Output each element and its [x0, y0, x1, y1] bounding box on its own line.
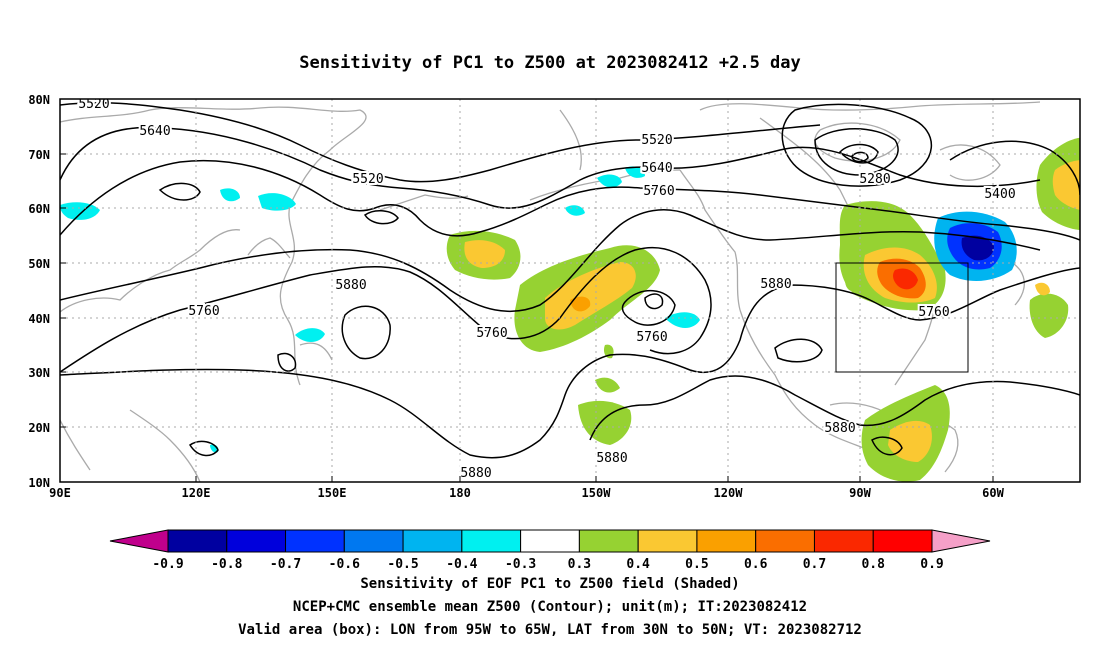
- colorbar-right-arrow: [931, 529, 991, 553]
- coastlines: [60, 101, 1041, 482]
- contour-label: 5520: [641, 133, 672, 148]
- valid-area-box: [835, 262, 969, 373]
- lon-label: 120E: [182, 486, 211, 500]
- contour-label: 5640: [641, 161, 672, 176]
- colorbar-swatch: [520, 529, 580, 553]
- colorbar-label: -0.9: [152, 557, 183, 572]
- colorbar-label: -0.3: [505, 557, 536, 572]
- lon-label: 90E: [49, 486, 71, 500]
- lon-label: 180: [449, 486, 471, 500]
- contour-label: 5760: [643, 184, 674, 199]
- lat-label: 20N: [28, 421, 50, 435]
- colorbar-label: -0.6: [329, 557, 360, 572]
- lon-label: 60W: [982, 486, 1004, 500]
- colorbar-label: -0.5: [387, 557, 418, 572]
- contour-label: 5520: [78, 97, 109, 112]
- colorbar-swatch: [578, 529, 639, 553]
- lon-label: 120W: [714, 486, 744, 500]
- contour-labels: 5520 5640 5520 5520 5640 5760 5280 5400 …: [76, 97, 1017, 482]
- contour-label: 5760: [476, 326, 507, 341]
- lat-label: 30N: [28, 366, 50, 380]
- lon-label: 90W: [849, 486, 871, 500]
- colorbar-swatch: [461, 529, 522, 553]
- colorbar-swatch: [402, 529, 463, 553]
- caption-line-2: NCEP+CMC ensemble mean Z500 (Contour); u…: [293, 599, 807, 615]
- axis-ticks: [60, 98, 994, 483]
- colorbar-swatch: [755, 529, 815, 553]
- contour-label: 5280: [859, 172, 890, 187]
- colorbar-swatch: [637, 529, 698, 553]
- colorbar-swatch: [696, 529, 757, 553]
- colorbar-label: 0.5: [685, 557, 708, 572]
- colorbar-swatch: [285, 529, 345, 553]
- colorbar-swatch: [343, 529, 404, 553]
- lat-label: 70N: [28, 148, 50, 162]
- contour-label: 5880: [596, 451, 627, 466]
- captions: Sensitivity of EOF PC1 to Z500 field (Sh…: [238, 576, 862, 638]
- gridlines: [60, 99, 1080, 482]
- contour-label: 5880: [460, 466, 491, 481]
- lon-label: 150E: [318, 486, 347, 500]
- z500-contours: [60, 102, 1080, 459]
- colorbar-label: -0.7: [270, 557, 301, 572]
- contour-label: 5760: [636, 330, 667, 345]
- colorbar-label: 0.6: [744, 557, 768, 572]
- colorbar-swatch: [872, 529, 933, 553]
- map-area: 5520 5640 5520 5520 5640 5760 5280 5400 …: [60, 97, 1080, 482]
- colorbar-swatch: [226, 529, 287, 553]
- lat-label: 40N: [28, 312, 50, 326]
- lat-label: 10N: [28, 476, 50, 490]
- lat-label: 80N: [28, 93, 50, 107]
- contour-label: 5760: [188, 304, 219, 319]
- contour-label: 5880: [760, 277, 791, 292]
- contour-label: 5760: [918, 305, 949, 320]
- contour-label: 5880: [335, 278, 366, 293]
- colorbar-label: 0.4: [626, 557, 650, 572]
- longitude-labels: 90E 120E 150E 180 150W 120W 90W 60W: [49, 486, 1004, 500]
- colorbar-label: -0.4: [446, 557, 477, 572]
- lat-label: 60N: [28, 202, 50, 216]
- colorbar-label: 0.7: [803, 557, 826, 572]
- sensitivity-shading: [60, 137, 1080, 482]
- contour-label: 5520: [352, 172, 383, 187]
- caption-line-3: Valid area (box): LON from 95W to 65W, L…: [238, 622, 862, 638]
- colorbar-left-arrow: [109, 529, 169, 553]
- lat-label: 50N: [28, 257, 50, 271]
- contour-label: 5400: [984, 187, 1015, 202]
- lon-label: 150W: [582, 486, 612, 500]
- colorbar-label: -0.8: [211, 557, 242, 572]
- map-frame: [59, 98, 1081, 483]
- caption-line-1: Sensitivity of EOF PC1 to Z500 field (Sh…: [360, 576, 739, 592]
- colorbar-label: 0.9: [920, 557, 943, 572]
- contour-label: 5640: [139, 124, 170, 139]
- figure-title: Sensitivity of PC1 to Z500 at 2023082412…: [299, 53, 801, 73]
- colorbar: -0.9 -0.8 -0.7 -0.6 -0.5 -0.4 -0.3 0.3 0.4 0.5 0.6…: [109, 529, 991, 572]
- latitude-labels: 80N 70N 60N 50N 40N 30N 20N 10N: [28, 93, 50, 490]
- contour-label: 5880: [824, 421, 855, 436]
- colorbar-label: 0.3: [568, 557, 591, 572]
- colorbar-label: 0.8: [861, 557, 885, 572]
- colorbar-swatch: [813, 529, 874, 553]
- colorbar-swatch: [167, 529, 228, 553]
